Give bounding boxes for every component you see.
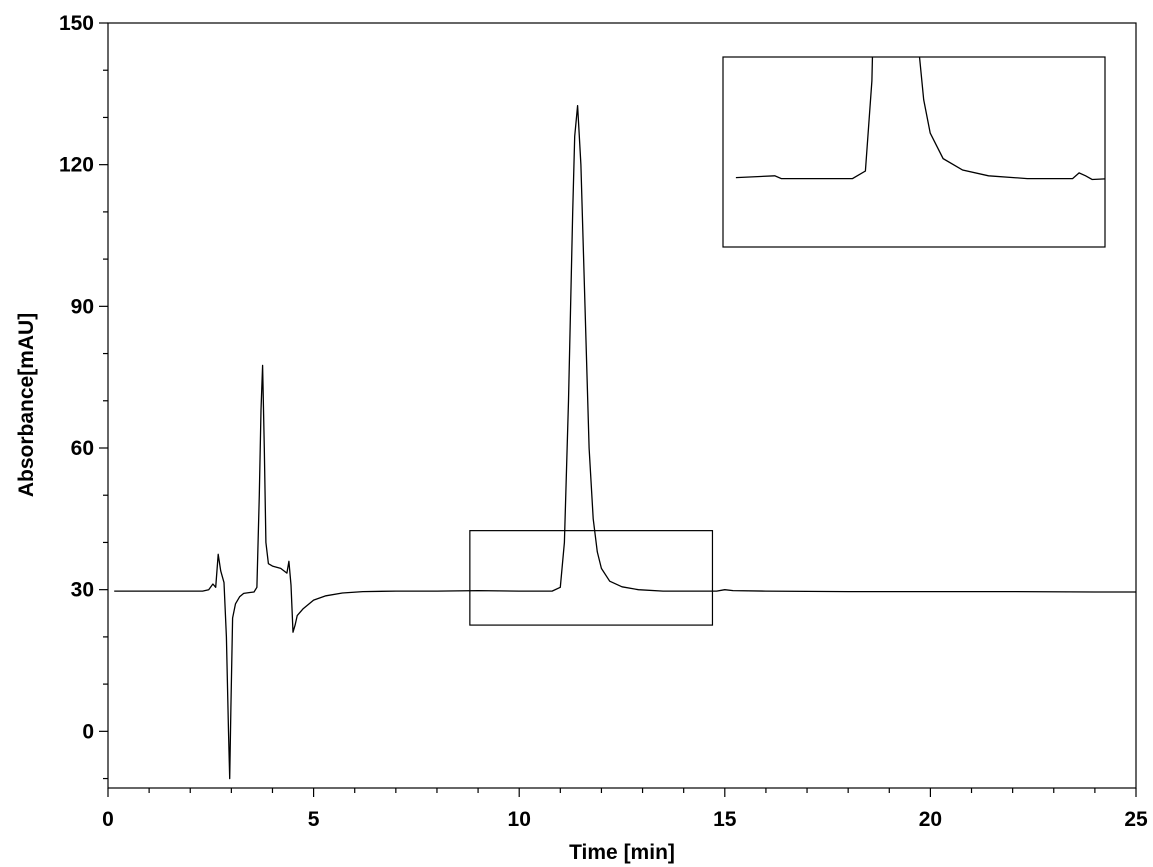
series-layer xyxy=(114,104,1136,780)
x-tick-label: 25 xyxy=(1124,808,1148,831)
y-tick-label: 90 xyxy=(71,295,94,318)
series-line xyxy=(114,104,1136,780)
inset-frame xyxy=(722,56,1106,248)
inset-series-line xyxy=(735,57,1105,181)
zoom-box xyxy=(469,530,714,626)
x-axis-label: Time [min] xyxy=(569,841,675,864)
x-tick-label: 15 xyxy=(713,808,737,831)
x-tick-label: 5 xyxy=(308,808,320,831)
x-tick-label: 0 xyxy=(102,808,114,831)
y-tick-label: 30 xyxy=(71,579,94,602)
zoom-box-layer xyxy=(469,530,714,626)
x-axis: 0 5 10 15 20 25 xyxy=(102,788,1148,831)
inset-layer xyxy=(722,56,1106,248)
y-tick-label: 150 xyxy=(59,12,94,35)
y-axis-label: Absorbance[mAU] xyxy=(15,313,38,497)
y-tick-label: 0 xyxy=(82,720,94,743)
y-axis: 0 30 60 90 120 150 xyxy=(59,12,108,780)
x-tick-label: 10 xyxy=(508,808,531,831)
plot-frame xyxy=(107,22,1137,789)
x-tick-label: 20 xyxy=(919,808,942,831)
y-tick-label: 120 xyxy=(59,154,94,177)
y-tick-label: 60 xyxy=(71,437,94,460)
